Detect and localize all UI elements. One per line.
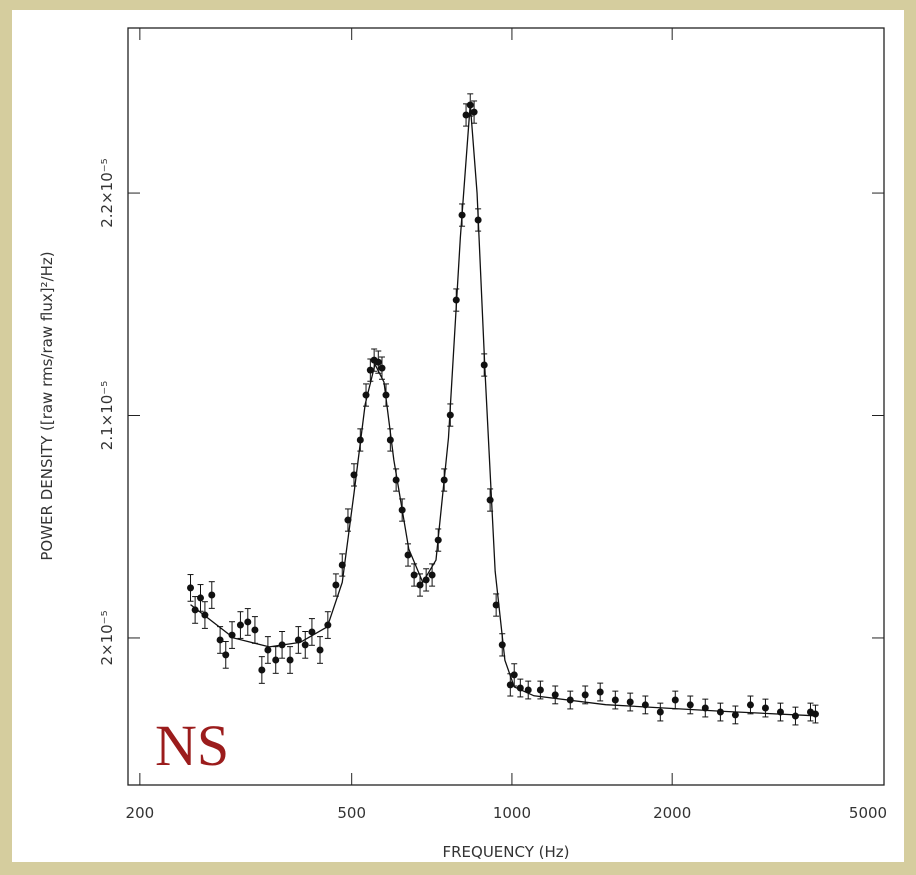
- data-point: [686, 701, 694, 709]
- data-point: [308, 628, 316, 636]
- x-tick-label: 1000: [493, 804, 531, 822]
- data-point: [374, 358, 382, 366]
- y-axis-label: POWER DENSITY ([raw rms/raw flux]²/Hz): [38, 251, 56, 560]
- data-point: [506, 681, 514, 689]
- data-point: [410, 571, 418, 579]
- data-point: [251, 626, 259, 634]
- data-point: [551, 691, 559, 699]
- data-point: [611, 696, 619, 704]
- data-point: [716, 708, 724, 716]
- model-line: [190, 104, 816, 717]
- data-point: [811, 710, 819, 718]
- data-point: [581, 691, 589, 699]
- data-point: [208, 591, 216, 599]
- y-tick-label: 2.2×10⁻⁵: [98, 158, 116, 227]
- x-tick-label: 5000: [849, 804, 887, 822]
- data-point: [332, 581, 340, 589]
- data-point: [498, 641, 506, 649]
- data-point: [462, 111, 470, 119]
- data-point: [236, 621, 244, 629]
- data-point: [244, 618, 252, 626]
- data-point: [222, 651, 230, 659]
- data-point: [366, 366, 374, 374]
- data-point: [486, 496, 494, 504]
- data-point: [286, 656, 294, 664]
- x-tick-label: 2000: [653, 804, 691, 822]
- annotation: NS: [155, 713, 229, 778]
- chart-panel: [12, 10, 904, 862]
- data-point: [492, 601, 500, 609]
- x-tick-label: 200: [126, 804, 155, 822]
- data-point: [378, 364, 386, 372]
- y-tick-label: 2×10⁻⁵: [98, 610, 116, 665]
- data-point: [264, 646, 272, 654]
- data-point: [301, 641, 309, 649]
- data-point: [761, 704, 769, 712]
- data-point: [731, 711, 739, 719]
- data-point: [258, 666, 266, 674]
- data-point: [272, 656, 280, 664]
- data-point: [626, 698, 634, 706]
- data-point: [404, 551, 412, 559]
- data-point: [187, 584, 195, 592]
- data-point: [316, 646, 324, 654]
- x-axis-label: FREQUENCY (Hz): [442, 843, 569, 861]
- data-point: [422, 576, 430, 584]
- plot-frame: [127, 27, 885, 786]
- data-point: [470, 108, 478, 116]
- data-point: [216, 636, 224, 644]
- data-point: [656, 708, 664, 716]
- data-point: [416, 581, 424, 589]
- data-point: [746, 701, 754, 709]
- data-point: [428, 571, 436, 579]
- y-tick-label: 2.1×10⁻⁵: [98, 381, 116, 450]
- data-point: [197, 594, 205, 602]
- data-point: [671, 696, 679, 704]
- data-point: [228, 631, 236, 639]
- data-point: [791, 712, 799, 720]
- data-point: [191, 606, 199, 614]
- data-point: [596, 688, 604, 696]
- data-point: [510, 671, 518, 679]
- x-tick-label: 500: [337, 804, 366, 822]
- data-point: [536, 686, 544, 694]
